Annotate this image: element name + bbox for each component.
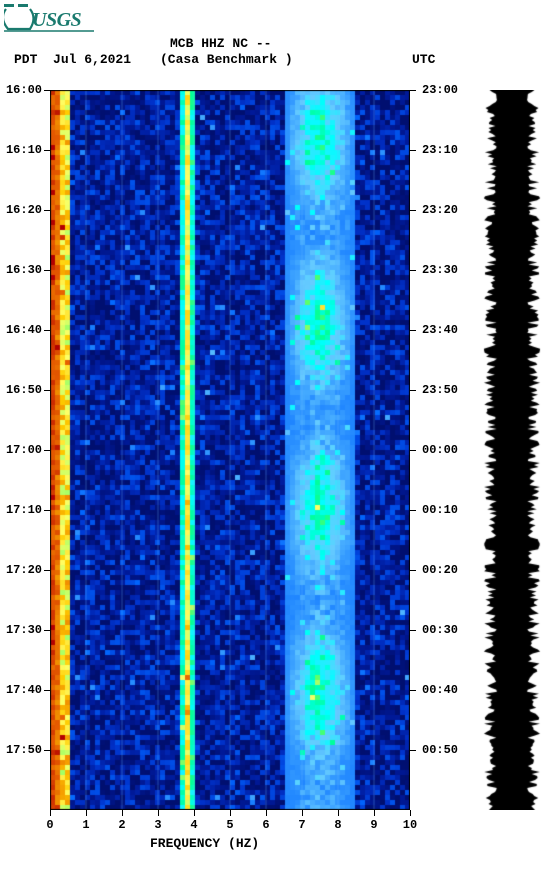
y-tick-line [410,210,416,211]
usgs-logo: USGS [4,4,94,32]
station-description: (Casa Benchmark ) [160,52,293,67]
x-tick-label: 5 [226,818,233,832]
tz-right: UTC [412,52,435,67]
x-axis-label: FREQUENCY (HZ) [150,836,259,851]
y-tick-line [44,690,50,691]
x-tick-line [230,810,231,816]
x-tick-label: 10 [403,818,417,832]
x-tick-label: 9 [370,818,377,832]
waveform-canvas [482,90,542,810]
waveform-panel [482,90,542,810]
y-tick-line [44,570,50,571]
y-right-tick: 00:10 [422,503,458,517]
y-tick-line [44,450,50,451]
y-right-tick: 23:00 [422,83,458,97]
y-tick-line [44,750,50,751]
y-left-tick: 17:30 [6,623,42,637]
y-left-tick: 16:20 [6,203,42,217]
y-left-tick: 16:40 [6,323,42,337]
x-tick-line [266,810,267,816]
x-axis-ticks: 012345678910 [50,810,410,834]
y-tick-line [44,510,50,511]
y-axis-left: 16:0016:1016:2016:3016:4016:5017:0017:10… [0,90,50,810]
x-tick-label: 3 [154,818,161,832]
y-tick-line [410,330,416,331]
date-text: Jul 6,2021 [53,52,131,67]
x-tick-label: 7 [298,818,305,832]
spectrogram-canvas [50,90,410,810]
y-tick-line [44,330,50,331]
y-tick-line [44,270,50,271]
x-tick-line [410,810,411,816]
y-left-tick: 17:20 [6,563,42,577]
y-tick-line [410,690,416,691]
x-tick-line [158,810,159,816]
y-right-tick: 00:00 [422,443,458,457]
x-tick-label: 2 [118,818,125,832]
x-tick-line [194,810,195,816]
y-tick-line [44,390,50,391]
x-tick-label: 6 [262,818,269,832]
date-left: PDT Jul 6,2021 [14,52,131,67]
x-tick-label: 1 [82,818,89,832]
y-right-tick: 23:20 [422,203,458,217]
x-tick-label: 8 [334,818,341,832]
y-left-tick: 17:00 [6,443,42,457]
y-tick-line [410,630,416,631]
y-right-tick: 23:30 [422,263,458,277]
y-left-tick: 16:50 [6,383,42,397]
y-tick-line [410,750,416,751]
y-tick-line [410,270,416,271]
y-left-tick: 17:10 [6,503,42,517]
tz-left: PDT [14,52,37,67]
y-right-tick: 23:50 [422,383,458,397]
y-right-tick: 00:30 [422,623,458,637]
y-left-tick: 17:40 [6,683,42,697]
x-tick-line [50,810,51,816]
x-tick-line [86,810,87,816]
y-right-tick: 23:10 [422,143,458,157]
y-tick-line [44,210,50,211]
y-tick-line [44,630,50,631]
y-right-tick: 23:40 [422,323,458,337]
y-right-tick: 00:50 [422,743,458,757]
y-tick-line [410,510,416,511]
x-tick-line [338,810,339,816]
y-tick-line [410,570,416,571]
y-left-tick: 16:10 [6,143,42,157]
x-tick-label: 4 [190,818,197,832]
x-tick-label: 0 [46,818,53,832]
spectrogram-plot [50,90,410,810]
y-tick-line [410,450,416,451]
y-left-tick: 17:50 [6,743,42,757]
svg-text:USGS: USGS [32,9,82,31]
y-tick-line [410,90,416,91]
x-tick-line [122,810,123,816]
y-left-tick: 16:30 [6,263,42,277]
y-tick-line [410,150,416,151]
y-right-tick: 00:20 [422,563,458,577]
y-axis-right: 23:0023:1023:2023:3023:4023:5000:0000:10… [414,90,474,810]
x-tick-line [302,810,303,816]
x-tick-line [374,810,375,816]
y-tick-line [410,390,416,391]
y-right-tick: 00:40 [422,683,458,697]
y-tick-line [44,150,50,151]
y-tick-line [44,90,50,91]
y-left-tick: 16:00 [6,83,42,97]
station-line: MCB HHZ NC -- [170,36,271,51]
